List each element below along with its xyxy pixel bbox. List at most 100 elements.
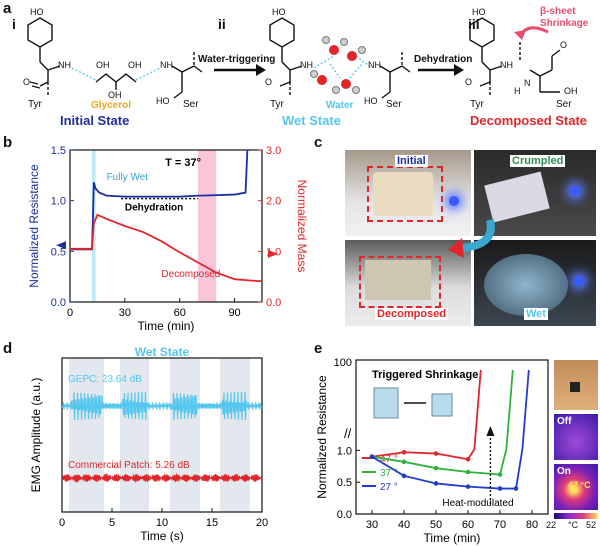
- y-right-tick-label: 0.0: [266, 297, 281, 309]
- x-tick-label: 0: [59, 517, 65, 529]
- x-tick-label: 60: [462, 519, 474, 531]
- ser-label-3: Ser: [556, 99, 572, 110]
- shrinkage-label: β-sheet Shrinkage: [540, 6, 589, 29]
- data-point: [401, 473, 407, 479]
- x-tick-label: 10: [156, 517, 168, 529]
- emg-shade-3: [220, 358, 250, 512]
- data-point: [465, 484, 471, 489]
- tyr-ho-1: HO: [30, 7, 44, 17]
- data-point: [433, 481, 439, 486]
- data-point: [401, 449, 407, 455]
- tyr-label-3: Tyr: [470, 99, 484, 110]
- inset-mesh-2: [431, 393, 453, 417]
- decomposed-patch: [365, 260, 431, 300]
- y-right-axis-label: Normalized Mass: [295, 180, 309, 273]
- sub-label-iii: iii: [468, 16, 480, 32]
- tyr-ho-3: HO: [472, 7, 486, 17]
- thermal-label-off: Off: [557, 416, 572, 427]
- panel-a-molecule-diagram: [27, 17, 561, 99]
- thermal-off: Off: [554, 414, 598, 460]
- fully-wet-annotation: Fully Wet: [107, 172, 149, 183]
- x-tick-label: 90: [228, 307, 240, 319]
- x-tick-label: 15: [206, 517, 218, 529]
- thermal-colorbar: [554, 513, 598, 519]
- series-line-2: [371, 369, 530, 490]
- dehydration-annotation: Dehydration: [125, 203, 183, 214]
- nh-label-2: NH: [160, 60, 173, 70]
- data-point: [369, 454, 375, 460]
- nh-label-4: NH: [368, 60, 381, 70]
- scale-min: 22: [546, 520, 557, 530]
- data-point: [497, 486, 503, 491]
- o-label-3: O: [465, 77, 473, 87]
- photo-label-crumpled: Crumpled: [510, 155, 566, 167]
- plot-frame: [355, 359, 549, 515]
- mass-line: [70, 213, 263, 283]
- photo-label-wet: Wet: [524, 308, 548, 320]
- x-tick-label: 70: [494, 519, 506, 531]
- arrow-label-dehydration: Dehydration: [414, 54, 473, 65]
- thermal-label-on: On: [557, 466, 571, 477]
- temp-annotation: T = 37°: [165, 157, 201, 169]
- commercial-label: Commercial Patch: 5.26 dB: [68, 460, 190, 471]
- dashed-box: [367, 166, 443, 222]
- sub-label-i: i: [12, 16, 16, 32]
- photo-label-initial: Initial: [395, 155, 428, 167]
- photo-hand: [554, 360, 598, 410]
- nh-label-3: NH: [300, 60, 313, 70]
- glycerol-label: Glycerol: [91, 100, 132, 111]
- photo-decomposed: Decomposed: [345, 240, 471, 326]
- panel-label-e: e: [314, 340, 323, 357]
- h-label: H: [514, 86, 521, 96]
- state-wet: Wet State: [282, 113, 341, 128]
- axis-break: //: [344, 426, 352, 441]
- data-point: [433, 451, 439, 456]
- data-point: [497, 472, 503, 477]
- o-label-2: O: [265, 77, 273, 87]
- water-label: Water: [326, 100, 354, 111]
- gepc-signal: [61, 391, 263, 421]
- panel-label-d: d: [3, 340, 13, 357]
- ser-ho-2: HO: [364, 96, 378, 106]
- state-decomposed: Decomposed State: [470, 113, 588, 128]
- x-tick-label: 30: [119, 307, 131, 319]
- o-label-1: O: [23, 77, 31, 87]
- x-tick-label: 80: [526, 519, 538, 531]
- data-point: [465, 469, 471, 475]
- y-axis-label: EMG Amplitude (a.u.): [29, 378, 43, 493]
- led-glow: [449, 196, 459, 206]
- nh-label-5: NH: [500, 60, 513, 70]
- tyr-label-2: Tyr: [270, 99, 284, 110]
- x-tick-label: 60: [174, 307, 186, 319]
- series-line-0: [371, 369, 482, 461]
- dashed-box: [359, 256, 441, 308]
- plot-frame: [69, 149, 263, 303]
- y-right-tick-label: 2.0: [266, 196, 281, 208]
- patch: [373, 172, 433, 216]
- nh-label-1: NH: [58, 60, 71, 70]
- sub-label-ii: ii: [218, 16, 226, 32]
- glycerol-oh-1: OH: [96, 60, 110, 70]
- x-tick-label: 30: [366, 519, 378, 531]
- data-point: [433, 465, 439, 471]
- scale-unit: °C: [568, 520, 579, 530]
- right-axis-indicator: [268, 249, 278, 258]
- data-point: [465, 456, 471, 462]
- data-point: [513, 486, 519, 491]
- photo-initial: Initial: [345, 150, 471, 236]
- legend-label-2: 27 °: [380, 482, 398, 493]
- y-tick-label: 0.0: [337, 509, 352, 521]
- water-beaker: [484, 254, 568, 316]
- heat-arrowhead: [486, 426, 495, 436]
- panel-label-c: c: [314, 134, 323, 151]
- commercial-signal: [61, 472, 263, 484]
- reaction-arrows: [214, 64, 464, 76]
- inset-title: Triggered Shrinkage: [372, 369, 478, 381]
- thermal-temp: 47 °C: [568, 480, 591, 490]
- cycle-arrow: [448, 219, 495, 258]
- led-glow: [570, 186, 580, 196]
- arrow-label-water-triggering: Water-triggering: [198, 54, 276, 65]
- y-axis-label: Normalized Resistance: [315, 375, 329, 499]
- inset-mesh-1: [373, 387, 399, 419]
